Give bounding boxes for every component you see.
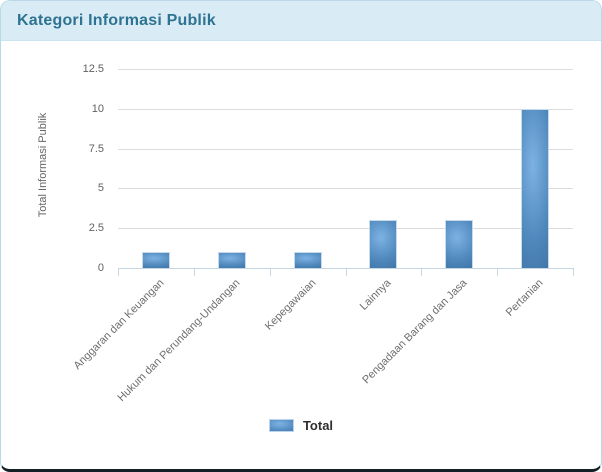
bar-pertanian[interactable]	[521, 108, 550, 268]
gridline	[118, 188, 573, 190]
x-axis-tick	[421, 268, 423, 276]
x-axis-label-kepegawaian: Kepegawaian	[262, 277, 319, 333]
legend-swatch-total[interactable]	[268, 419, 294, 432]
x-axis-label-hukum-dan-perundang-undangan: Hukum dan Perundang-Undangan	[115, 277, 243, 404]
bar-lainnya[interactable]	[369, 220, 398, 268]
x-axis-tick	[193, 268, 195, 276]
y-axis-title: Total Informasi Publik	[37, 112, 49, 218]
bar-hukum-dan-perundang-undangan[interactable]	[217, 252, 246, 268]
gridline	[118, 228, 573, 230]
gridline	[118, 69, 573, 70]
x-axis-label-anggaran-dan-keuangan: Anggaran dan Keuangan	[71, 277, 167, 372]
y-axis-tick-label: 2.5	[88, 222, 104, 235]
bar-kepegawaian[interactable]	[293, 252, 322, 268]
y-axis-tick-label: 10	[91, 102, 104, 115]
x-axis-line	[118, 268, 573, 269]
x-axis-label-pertanian: Pertanian	[503, 277, 546, 319]
y-axis-tick-label: 7.5	[88, 142, 104, 155]
x-axis-tick	[573, 268, 574, 276]
bar-pengadaan-barang-dan-jasa[interactable]	[445, 220, 474, 268]
chart-legend: Total	[1, 418, 601, 433]
legend-label-total[interactable]: Total	[302, 418, 334, 433]
x-axis-tick	[345, 268, 347, 276]
x-axis-tick	[269, 268, 271, 276]
x-axis-tick	[497, 268, 499, 276]
gridline	[118, 148, 573, 150]
card-header: Kategori Informasi Publik	[1, 1, 601, 41]
y-axis-tick-label: 5	[97, 182, 104, 195]
y-axis-tick-label: 0	[97, 262, 104, 274]
bar-anggaran-dan-keuangan[interactable]	[141, 252, 170, 268]
y-axis-tick-label: 12.5	[82, 63, 104, 75]
x-axis-tick	[118, 268, 119, 276]
gridline	[118, 108, 573, 110]
page-title: Kategori Informasi Publik	[17, 11, 216, 29]
